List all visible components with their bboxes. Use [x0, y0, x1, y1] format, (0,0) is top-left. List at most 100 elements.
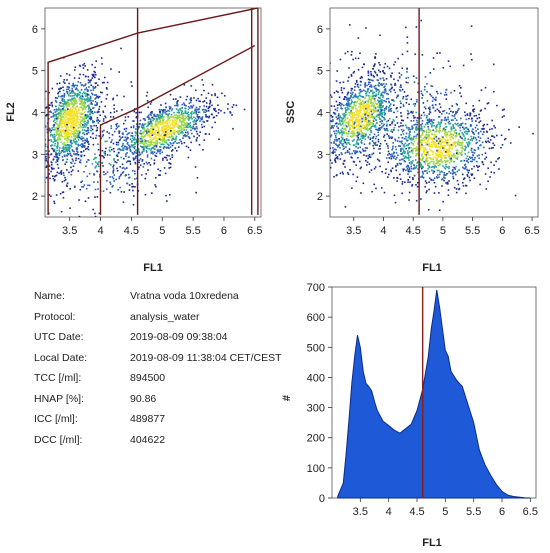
scatter-point: [35, 142, 37, 144]
scatter-point: [465, 118, 468, 121]
scatter-point: [102, 171, 105, 173]
scatter-point: [338, 102, 341, 104]
scatter-point: [91, 128, 94, 131]
scatter-point: [358, 131, 361, 133]
scatter-point: [77, 112, 80, 114]
scatter-point: [120, 47, 122, 50]
scatter-point: [177, 110, 180, 112]
scatter-point: [80, 154, 83, 157]
scatter-point: [139, 153, 142, 156]
scatter-point: [362, 106, 365, 108]
scatter-point: [459, 152, 462, 155]
scatter-point: [117, 143, 120, 146]
scatter-point: [142, 141, 144, 143]
scatter-point: [452, 137, 454, 140]
scatter-point: [162, 147, 165, 150]
scatter-point: [359, 99, 362, 101]
scatter-point: [162, 138, 164, 141]
scatter-point: [159, 146, 162, 148]
scatter-point: [452, 141, 455, 144]
scatter-point: [189, 122, 192, 124]
scatter-point: [359, 129, 361, 131]
scatter-point: [198, 134, 201, 137]
scatter-point: [74, 109, 76, 111]
scatter-point: [136, 132, 138, 135]
scatter-point: [77, 118, 80, 121]
scatter-point: [365, 125, 368, 127]
scatter-point: [353, 70, 356, 73]
scatter-point: [364, 96, 366, 99]
scatter-point: [243, 108, 246, 111]
scatter-point: [165, 157, 168, 159]
scatter-point: [112, 164, 115, 167]
scatter-point: [366, 111, 369, 114]
scatter-point: [359, 104, 361, 107]
scatter-point: [214, 121, 216, 124]
scatter-point: [401, 192, 403, 195]
scatter-point: [351, 112, 353, 115]
scatter-point: [79, 96, 81, 99]
scatter-point: [342, 142, 345, 145]
scatter-point: [68, 113, 70, 116]
scatter-point: [466, 113, 469, 115]
scatter-point: [73, 92, 76, 95]
scatter-point: [146, 163, 149, 165]
scatter-point: [150, 120, 152, 123]
scatter-point: [149, 141, 152, 143]
scatter-point: [104, 152, 106, 155]
scatter-point: [446, 148, 449, 151]
scatter-point: [466, 155, 469, 158]
scatter-point: [191, 117, 193, 120]
scatter-point: [84, 108, 87, 111]
scatter-point: [63, 78, 66, 81]
scatter-point: [92, 120, 94, 122]
scatter-point: [123, 128, 126, 131]
scatter-point: [111, 186, 114, 188]
scatter-point: [72, 135, 75, 137]
scatter-point: [352, 58, 354, 61]
scatter-point: [55, 153, 57, 156]
scatter-point: [443, 129, 446, 132]
scatter-point: [140, 133, 143, 136]
scatter-point: [457, 109, 459, 112]
scatter-point: [82, 113, 84, 115]
scatter-point: [376, 73, 378, 76]
scatter-point: [394, 201, 397, 204]
scatter-point: [354, 150, 357, 152]
scatter-point: [150, 147, 153, 150]
scatter-point: [355, 110, 357, 112]
scatter-point: [74, 140, 77, 143]
scatter-point: [371, 115, 373, 117]
scatter-point: [464, 149, 466, 152]
scatter-point: [66, 73, 68, 75]
scatter-point: [163, 129, 166, 131]
scatter-point: [342, 162, 345, 165]
scatter-point: [131, 135, 134, 137]
scatter-point: [300, 181, 302, 183]
scatter-point: [108, 146, 111, 149]
scatter-point: [49, 133, 52, 136]
scatter-point: [489, 176, 491, 178]
scatter-point: [151, 131, 154, 134]
scatter-point: [161, 123, 164, 125]
scatter-point: [382, 96, 384, 99]
scatter-point: [103, 129, 105, 132]
scatter-point: [171, 137, 174, 140]
scatter-point: [158, 130, 161, 132]
scatter-point: [429, 157, 432, 159]
scatter-point: [392, 99, 394, 101]
scatter-point: [332, 111, 335, 114]
scatter-point: [59, 138, 62, 141]
scatter-point: [409, 137, 411, 140]
scatter-point: [435, 124, 438, 127]
scatter-point: [385, 143, 388, 145]
scatter-point: [414, 159, 417, 161]
scatter-point: [475, 142, 477, 145]
scatter-point: [86, 69, 89, 71]
scatter-point: [382, 77, 384, 79]
scatter-point: [87, 129, 90, 131]
scatter-point: [335, 143, 337, 145]
scatter-point: [424, 163, 427, 165]
scatter-point: [464, 122, 467, 125]
scatter-point: [144, 140, 147, 142]
